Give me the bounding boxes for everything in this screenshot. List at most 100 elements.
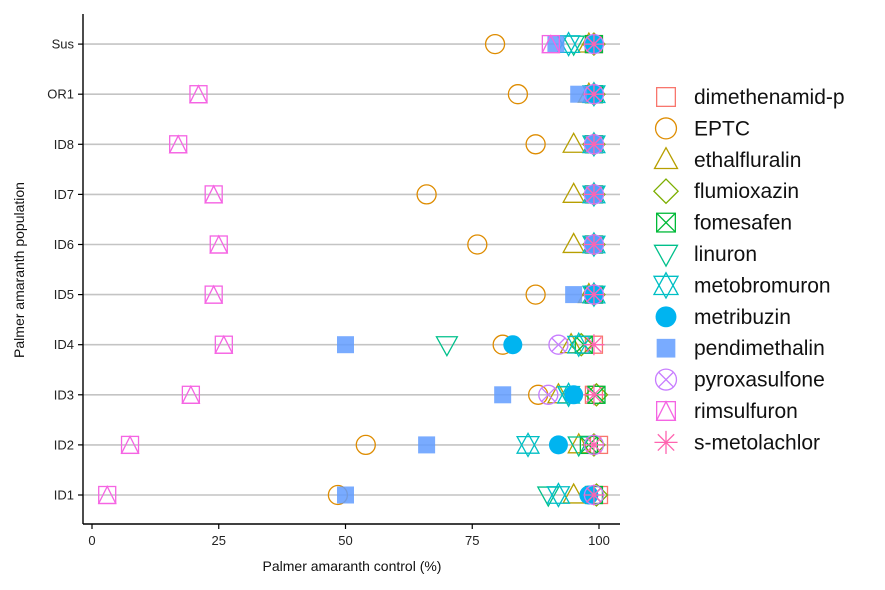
legend-item-metribuzin: metribuzin [655,306,791,329]
point-flumioxazin-id3 [584,382,609,407]
y-tick-label-id2: ID2 [54,437,74,452]
axes [82,14,620,525]
point-s-metolachlor-sus [583,33,605,55]
point-s-metolachlor-id3 [583,384,605,406]
point-s-metolachlor-id5 [583,284,605,306]
x-tick-label-100: 100 [588,533,610,548]
legend-item-ethalfluralin: ethalfluralin [653,146,801,172]
point-EPTC-sus [484,33,506,55]
point-ethalfluralin-id8 [562,131,586,153]
legend-key-flumioxazin [652,178,680,205]
legend-label-fomesafen: fomesafen [694,212,792,235]
point-pendimethalin-id5 [565,286,583,304]
y-tick-label-or1: OR1 [47,87,74,102]
legend-key-linuron [653,244,679,268]
point-rimsulfuron-or1 [188,84,209,104]
legend-label-ethalfluralin: ethalfluralin [694,149,801,172]
point-s-metolachlor-or1 [583,83,605,105]
point-metribuzin-id3 [564,385,584,405]
gridlines [83,43,620,496]
point-s-metolachlor-id2 [583,434,605,456]
legend-item-linuron: linuron [653,243,757,268]
legend-key-fomesafen [656,212,677,233]
point-s-metolachlor-id7 [583,183,605,205]
point-pendimethalin-id4 [337,336,354,354]
legend-key-rimsulfuron [655,400,677,422]
legend-key-metribuzin [655,306,677,328]
series-rimsulfuron [97,34,561,505]
point-rimsulfuron-sus [541,34,561,54]
point-metobromuron-id1 [546,482,571,508]
legend-label-s-metolachlor: s-metolachlor [694,431,820,454]
series-flumioxazin [569,32,609,507]
point-rimsulfuron-id5 [204,284,224,304]
legend-label-metobromuron: metobromuron [694,274,831,297]
legend-label-pyroxasulfone: pyroxasulfone [694,369,825,392]
series-metribuzin [503,34,604,505]
point-s-metolachlor-id1 [583,484,605,506]
legend-item-EPTC: EPTC [654,117,750,140]
y-tick-label-id5: ID5 [54,287,74,302]
point-metribuzin-id4 [503,335,523,355]
point-pendimethalin-sus [547,35,565,53]
point-metobromuron-id2 [515,432,541,458]
y-tick-label-id4: ID4 [54,337,74,352]
y-axis-title: Palmer amaranth population [11,182,27,358]
legend-key-dimethenamid-p [656,87,677,108]
x-tick-label-25: 25 [212,533,226,548]
point-rimsulfuron-id8 [168,134,188,154]
legend-label-rimsulfuron: rimsulfuron [694,400,798,423]
y-tick-label-id8: ID8 [54,137,74,152]
x-tick-label-0: 0 [88,533,95,548]
point-rimsulfuron-id4 [214,334,234,354]
point-metobromuron-id4 [566,331,591,358]
series-dimethenamid-p [584,34,609,505]
point-pendimethalin-id3 [494,386,512,404]
point-rimsulfuron-id6 [209,234,229,254]
point-rimsulfuron-id7 [204,184,224,204]
point-pyroxasulfone-id4 [548,334,569,355]
legend-label-EPTC: EPTC [694,117,750,140]
point-s-metolachlor-id4 [583,334,605,356]
legend-item-pendimethalin: pendimethalin [656,337,825,360]
y-tick-label-id7: ID7 [54,187,74,202]
legend-item-rimsulfuron: rimsulfuron [655,400,798,423]
point-s-metolachlor-id8 [583,133,605,155]
point-EPTC-id5 [525,284,546,305]
legend-key-pendimethalin [656,338,676,358]
data-points [97,31,609,508]
legend-item-s-metolachlor: s-metolachlor [654,430,820,454]
legend-label-metribuzin: metribuzin [694,306,791,329]
legend-label-flumioxazin: flumioxazin [694,180,799,203]
legend-item-metobromuron: metobromuron [652,271,831,300]
x-axis-ticks: 0 25 50 75 100 [88,524,610,548]
legend-item-fomesafen: fomesafen [656,212,792,235]
point-pendimethalin-or1 [570,85,588,103]
point-ethalfluralin-id1 [562,482,586,504]
legend-item-dimethenamid-p: dimethenamid-p [656,86,845,109]
point-pendimethalin-id1 [337,486,354,504]
legend-key-ethalfluralin [653,146,679,170]
legend-label-linuron: linuron [694,243,757,266]
y-tick-label-id3: ID3 [54,387,74,402]
x-tick-label-75: 75 [465,533,479,548]
point-EPTC-id7 [416,184,437,205]
series-s-metolachlor [583,33,605,506]
legend-key-metobromuron [652,271,680,300]
x-axis-title: Palmer amaranth control (%) [263,558,442,574]
point-rimsulfuron-id3 [181,384,201,404]
point-rimsulfuron-id1 [97,485,117,505]
legend-key-s-metolachlor [654,430,678,454]
point-EPTC-id6 [467,234,488,255]
series-pendimethalin [337,35,603,504]
point-metribuzin-id2 [548,435,568,455]
y-tick-label-id6: ID6 [54,237,74,252]
legend: dimethenamid-p EPTC ethalfluralin flumioxaz… [652,86,845,454]
point-pendimethalin-id2 [418,436,436,454]
legend-label-dimethenamid-p: dimethenamid-p [694,86,845,109]
legend-label-pendimethalin: pendimethalin [694,337,825,360]
legend-key-pyroxasulfone [654,368,678,391]
legend-key-EPTC [654,117,678,140]
point-ethalfluralin-id7 [562,182,586,203]
point-ethalfluralin-id6 [562,232,586,254]
